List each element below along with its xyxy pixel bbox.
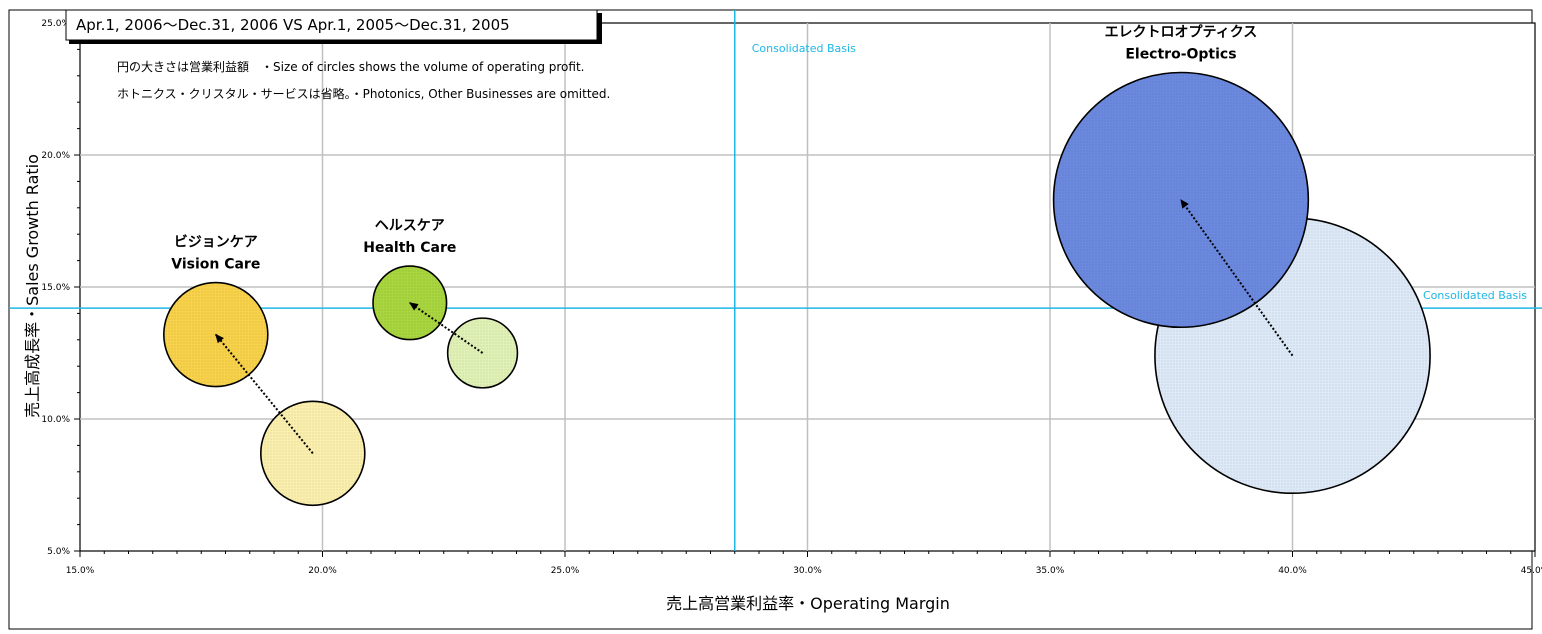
bubble-current-texture: [163, 282, 268, 387]
axes: 15.0% 20.0% 25.0% 30.0% 35.0% 40.0% 45.0% 5.0% 1…: [41, 19, 1542, 576]
y-tick-label: 10.0%: [41, 415, 70, 425]
chart-title: Apr.1, 2006〜Dec.31, 2006 VS Apr.1, 2005〜…: [76, 16, 510, 34]
movement-arrow: [408, 302, 484, 354]
x-tick-label: 35.0%: [1036, 566, 1065, 576]
x-tick-label: 20.0%: [308, 566, 337, 576]
movement-arrow: [215, 333, 314, 454]
y-tick-label: 5.0%: [47, 547, 70, 557]
x-tick-label: 15.0%: [66, 566, 95, 576]
note-size: 円の大きさは営業利益額 ・Size of circles shows the v…: [117, 60, 584, 74]
segment-label-ja: エレクトロオプティクス: [1105, 25, 1258, 41]
segment-label-en: Vision Care: [171, 257, 260, 273]
title-box: [65, 9, 598, 41]
x-tick-label: 45.0%: [1521, 566, 1542, 576]
consolidated-vertical-label: Consolidated Basis: [752, 42, 856, 55]
segment-label-en: Electro-Optics: [1125, 47, 1236, 63]
labels: ビジョンケア Vision Care ヘルスケア Health Care エレクトロオプ…: [171, 25, 1257, 273]
movement-arrows: [215, 199, 1294, 454]
note-omitted: ホトニクス・クリスタル・サービスは省略。・Photonics, Other Bu…: [117, 86, 610, 101]
consolidated-horizontal-label: Consolidated Basis: [1423, 289, 1527, 302]
x-tick-label: 40.0%: [1278, 566, 1307, 576]
x-tick-label: 30.0%: [793, 566, 822, 576]
segment-label-ja: ビジョンケア: [174, 235, 258, 251]
y-tick-label: 25.0%: [41, 19, 70, 29]
x-axis-title: 売上高営業利益率・Operating Margin: [666, 594, 950, 613]
segment-label-ja: ヘルスケア: [375, 218, 445, 234]
y-tick-label: 20.0%: [41, 151, 70, 161]
x-tick-label: 25.0%: [551, 566, 580, 576]
y-axis-title: 売上高成長率・Sales Growth Ratio: [23, 154, 42, 418]
y-tick-label: 15.0%: [41, 283, 70, 293]
segment-label-en: Health Care: [363, 240, 456, 256]
consolidated-lines: Consolidated Basis Consolidated Basis: [9, 10, 1542, 551]
